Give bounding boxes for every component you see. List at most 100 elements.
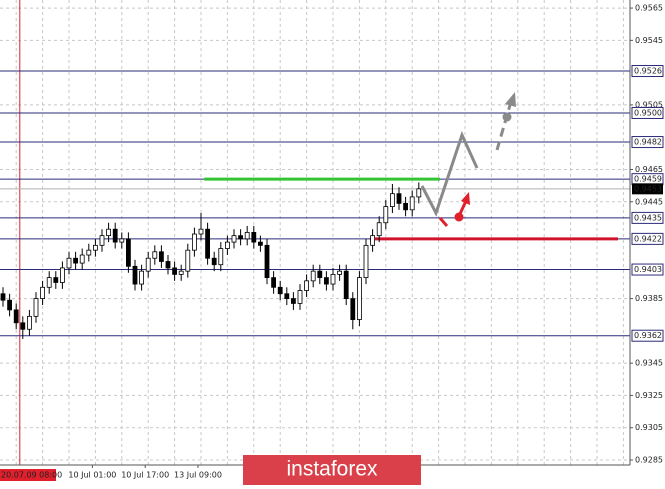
candle-body <box>337 270 343 275</box>
watermark: instaforex <box>243 455 421 485</box>
alt-arrowhead <box>461 192 470 205</box>
candle-body <box>356 277 362 320</box>
candle-body <box>33 298 39 317</box>
level-label-box <box>631 136 664 149</box>
candle-body <box>290 298 296 304</box>
levels <box>0 70 630 337</box>
candle-body <box>60 267 65 283</box>
level-label-box <box>631 232 664 245</box>
candle-body <box>330 273 336 285</box>
level-label: 0.9362 <box>634 331 662 340</box>
forecast-dashed <box>495 104 512 151</box>
candle-body <box>297 290 303 304</box>
level-label-box <box>631 106 664 119</box>
candle-body <box>343 270 349 299</box>
x-tick-label: 10 Jul 01:00 <box>68 471 116 480</box>
candle-body <box>317 270 323 279</box>
candle-body <box>119 238 125 243</box>
x-tick-label: 10 Jul 17:00 <box>121 471 169 480</box>
watermark-text: instaforex <box>286 458 378 481</box>
y-tick-label: 0.9345 <box>635 359 663 368</box>
candles <box>0 182 422 339</box>
candle-body <box>53 277 59 283</box>
level-label-box <box>631 263 664 276</box>
candle-body <box>304 280 310 291</box>
candle-body <box>165 261 171 269</box>
x-tick-label: 20.07.09 08:00 <box>1 471 62 480</box>
candle-body <box>132 265 138 285</box>
candle-body <box>403 202 409 211</box>
candle-body <box>73 257 78 264</box>
candle-body <box>264 244 270 279</box>
cursor-label-box <box>0 469 56 481</box>
y-tick-label: 0.9305 <box>635 423 663 432</box>
candle-body <box>218 248 224 266</box>
candle-body <box>172 267 178 275</box>
level-label-box <box>631 211 664 224</box>
price-label-box <box>632 183 663 195</box>
candle-body <box>211 257 217 266</box>
candle-body <box>205 228 211 259</box>
candle-body <box>139 270 145 285</box>
candle-body <box>257 241 263 246</box>
candle-body <box>93 244 98 251</box>
candle-body <box>185 249 191 272</box>
candle-body <box>284 293 290 299</box>
level-label-box <box>631 329 664 342</box>
candle-body <box>238 235 244 240</box>
level-label: 0.9459 <box>634 175 662 184</box>
forecast-dot <box>502 112 512 122</box>
candle-body <box>370 235 376 246</box>
y-tick-label: 0.9285 <box>635 455 663 464</box>
candle-body <box>271 277 277 288</box>
forecast-arrowhead <box>505 92 516 107</box>
level-label: 0.9422 <box>634 234 662 243</box>
y-tick-label: 0.9545 <box>635 36 663 45</box>
candle-body <box>363 244 369 279</box>
candle-body <box>198 228 204 235</box>
candle-body <box>152 251 158 259</box>
y-tick-label: 0.9445 <box>635 197 663 206</box>
candle-body <box>86 249 92 256</box>
candle-body <box>376 222 382 237</box>
candle-body <box>224 241 230 249</box>
candle-body <box>13 309 19 324</box>
alt-dot <box>454 212 464 222</box>
axis-labels: 0.9565 0.9545 0.9505 0.9465 0.9445 0.9385 0.93… <box>0 4 664 481</box>
candle-body <box>20 322 26 330</box>
level-label: 0.9500 <box>634 108 662 117</box>
candle-body <box>66 257 72 269</box>
level-label: 0.9482 <box>634 138 662 147</box>
level-label: 0.9435 <box>634 213 662 222</box>
watermark-box <box>243 455 421 485</box>
y-tick-label: 0.9385 <box>635 294 663 303</box>
candle-body <box>310 270 316 282</box>
y-tick-label: 0.9325 <box>635 391 663 400</box>
candle-body <box>145 257 151 272</box>
candle-body <box>26 315 32 330</box>
candle-body <box>46 277 52 288</box>
candle-body <box>416 188 422 198</box>
candle-body <box>409 196 415 211</box>
candle-body <box>396 193 402 204</box>
candle-body <box>383 206 389 224</box>
candle-body <box>7 299 12 311</box>
candle-body <box>277 286 283 295</box>
forecast <box>420 92 516 227</box>
candle-body <box>40 286 45 299</box>
level-label: 0.9403 <box>634 265 662 274</box>
candle-body <box>158 251 164 262</box>
candle-body <box>0 293 6 301</box>
level-label: 0.9526 <box>634 67 662 76</box>
candle-body <box>178 270 184 275</box>
y-tick-label: 0.9565 <box>635 4 663 13</box>
candle-body <box>191 233 197 251</box>
forecast-path <box>420 130 479 217</box>
candle-body <box>106 228 111 237</box>
candle-body <box>244 232 250 240</box>
y-tick-label: 0.9505 <box>635 100 663 109</box>
candle-body <box>251 232 257 243</box>
price-label: 0.9453 <box>634 184 662 193</box>
candle-body <box>79 254 85 264</box>
